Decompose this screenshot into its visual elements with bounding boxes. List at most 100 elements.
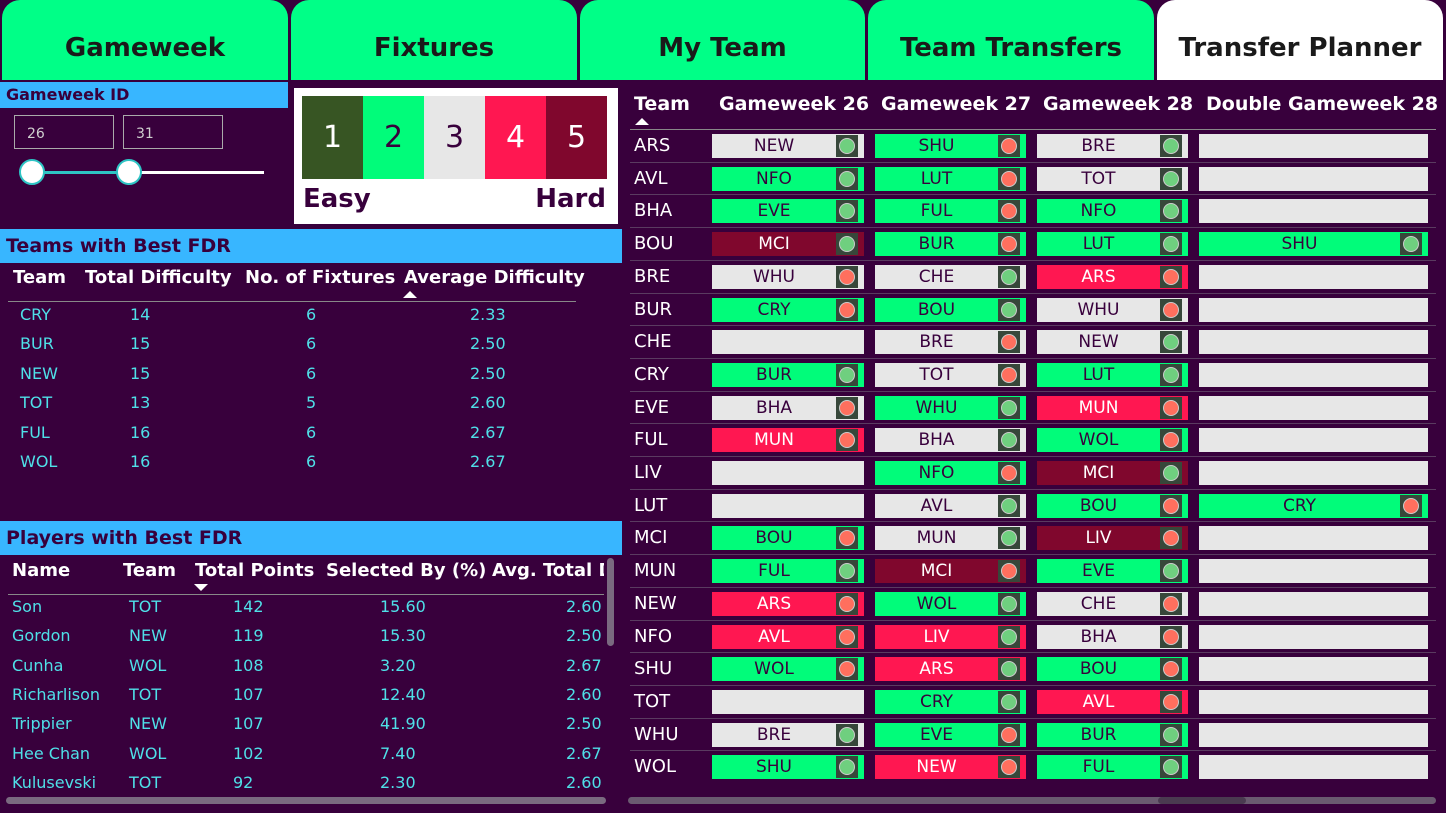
fixture-cell[interactable] (1199, 559, 1428, 583)
fixture-cell[interactable]: NFO (875, 461, 1026, 485)
fixture-cell[interactable]: NEW (712, 134, 864, 158)
fixture-cell[interactable]: MCI (712, 232, 864, 256)
fixture-cell[interactable]: MUN (875, 526, 1026, 550)
planner-col-team[interactable]: Team (634, 93, 690, 115)
fixture-cell[interactable]: FUL (712, 559, 864, 583)
fixture-cell[interactable]: CRY (875, 690, 1026, 714)
fixture-cell[interactable]: BHA (712, 396, 864, 420)
planner-horizontal-scrollbar[interactable] (628, 797, 1436, 804)
best-players-col-name[interactable]: Name (12, 560, 70, 581)
fixture-cell[interactable]: CRY (712, 298, 864, 322)
fixture-cell[interactable]: CHE (1037, 592, 1188, 616)
fixture-cell[interactable] (1199, 134, 1428, 158)
planner-col-gw26[interactable]: Gameweek 26 (719, 93, 869, 115)
fixture-cell[interactable]: TOT (875, 363, 1026, 387)
fixture-cell[interactable] (1199, 657, 1428, 681)
fixture-cell[interactable] (712, 330, 864, 354)
tab-transfer-planner[interactable]: Transfer Planner (1157, 0, 1443, 80)
fixture-cell[interactable] (1199, 199, 1428, 223)
fixture-cell[interactable]: BRE (1037, 134, 1188, 158)
fixture-cell[interactable]: BOU (712, 526, 864, 550)
fixture-cell[interactable]: EVE (875, 723, 1026, 747)
tab-gameweek[interactable]: Gameweek (2, 0, 288, 80)
planner-col-gw28[interactable]: Gameweek 28 (1043, 93, 1193, 115)
planner-col-gw27[interactable]: Gameweek 27 (881, 93, 1031, 115)
fixture-cell[interactable]: SHU (1199, 232, 1428, 256)
fixture-cell[interactable]: NFO (1037, 199, 1188, 223)
fixture-cell[interactable]: NEW (875, 755, 1026, 779)
planner-scrollbar-thumb[interactable] (1158, 797, 1246, 804)
fixture-cell[interactable]: AVL (712, 625, 864, 649)
gameweek-slider-min-handle[interactable] (19, 159, 45, 185)
fixture-cell[interactable]: BRE (875, 330, 1026, 354)
best-teams-col-average-difficulty[interactable]: Average Difficulty (404, 267, 585, 288)
best-players-col-avg-total-difficulty[interactable]: Avg. Total Di (492, 560, 604, 581)
fixture-cell[interactable]: BUR (875, 232, 1026, 256)
fixture-cell[interactable]: BOU (1037, 657, 1188, 681)
fixture-cell[interactable] (1199, 690, 1428, 714)
fixture-cell[interactable]: BUR (1037, 723, 1188, 747)
fixture-cell[interactable]: BOU (1037, 494, 1188, 518)
fixture-cell[interactable]: NEW (1037, 330, 1188, 354)
fixture-cell[interactable]: BOU (875, 298, 1026, 322)
fixture-cell[interactable]: BHA (1037, 625, 1188, 649)
fixture-cell[interactable]: ARS (1037, 265, 1188, 289)
fixture-cell[interactable]: MUN (712, 428, 864, 452)
fixture-cell[interactable]: LUT (875, 167, 1026, 191)
fixture-cell[interactable]: LUT (1037, 232, 1188, 256)
gameweek-max-input[interactable]: 31 (123, 115, 223, 149)
fixture-cell[interactable] (1199, 167, 1428, 191)
fixture-cell[interactable] (1199, 265, 1428, 289)
fixture-cell[interactable]: EVE (1037, 559, 1188, 583)
fixture-cell[interactable]: ARS (875, 657, 1026, 681)
tab-my-team[interactable]: My Team (580, 0, 865, 80)
fixture-cell[interactable]: LIV (1037, 526, 1188, 550)
fixture-cell[interactable] (1199, 526, 1428, 550)
fixture-cell[interactable] (1199, 298, 1428, 322)
fixture-cell[interactable]: AVL (1037, 690, 1188, 714)
fixture-cell[interactable] (1199, 428, 1428, 452)
fixture-cell[interactable]: WOL (712, 657, 864, 681)
tab-fixtures[interactable]: Fixtures (291, 0, 577, 80)
fixture-cell[interactable]: CRY (1199, 494, 1428, 518)
fixture-cell[interactable]: BHA (875, 428, 1026, 452)
fixture-cell[interactable]: ARS (712, 592, 864, 616)
planner-col-double-gw28[interactable]: Double Gameweek 28 (1206, 93, 1438, 115)
fixture-cell[interactable]: MCI (1037, 461, 1188, 485)
fixture-cell[interactable]: FUL (1037, 755, 1188, 779)
tab-team-transfers[interactable]: Team Transfers (868, 0, 1154, 80)
fixture-cell[interactable]: SHU (875, 134, 1026, 158)
fixture-cell[interactable]: MUN (1037, 396, 1188, 420)
fixture-cell[interactable]: WOL (875, 592, 1026, 616)
fixture-cell[interactable]: EVE (712, 199, 864, 223)
fixture-cell[interactable]: CHE (875, 265, 1026, 289)
fixture-cell[interactable]: TOT (1037, 167, 1188, 191)
best-players-col-total-points[interactable]: Total Points (195, 560, 314, 581)
fixture-cell[interactable] (1199, 461, 1428, 485)
fixture-cell[interactable]: WHU (875, 396, 1026, 420)
players-vertical-scrollbar[interactable] (607, 558, 614, 646)
fixture-cell[interactable] (1199, 396, 1428, 420)
fixture-cell[interactable]: BRE (712, 723, 864, 747)
fixture-cell[interactable]: LIV (875, 625, 1026, 649)
gameweek-slider-max-handle[interactable] (116, 159, 142, 185)
gameweek-min-input[interactable]: 26 (14, 115, 114, 149)
fixture-cell[interactable] (1199, 625, 1428, 649)
players-horizontal-scrollbar[interactable] (6, 797, 606, 804)
fixture-cell[interactable] (712, 461, 864, 485)
fixture-cell[interactable]: WHU (712, 265, 864, 289)
fixture-cell[interactable]: AVL (875, 494, 1026, 518)
fixture-cell[interactable]: MCI (875, 559, 1026, 583)
fixture-cell[interactable]: BUR (712, 363, 864, 387)
fixture-cell[interactable] (1199, 363, 1428, 387)
fixture-cell[interactable] (1199, 723, 1428, 747)
fixture-cell[interactable] (1199, 592, 1428, 616)
fixture-cell[interactable] (712, 494, 864, 518)
fixture-cell[interactable]: LUT (1037, 363, 1188, 387)
fixture-cell[interactable] (1199, 330, 1428, 354)
fixture-cell[interactable]: NFO (712, 167, 864, 191)
fixture-cell[interactable]: WOL (1037, 428, 1188, 452)
fixture-cell[interactable]: FUL (875, 199, 1026, 223)
best-teams-col-team[interactable]: Team (13, 267, 66, 288)
fixture-cell[interactable] (1199, 755, 1428, 779)
